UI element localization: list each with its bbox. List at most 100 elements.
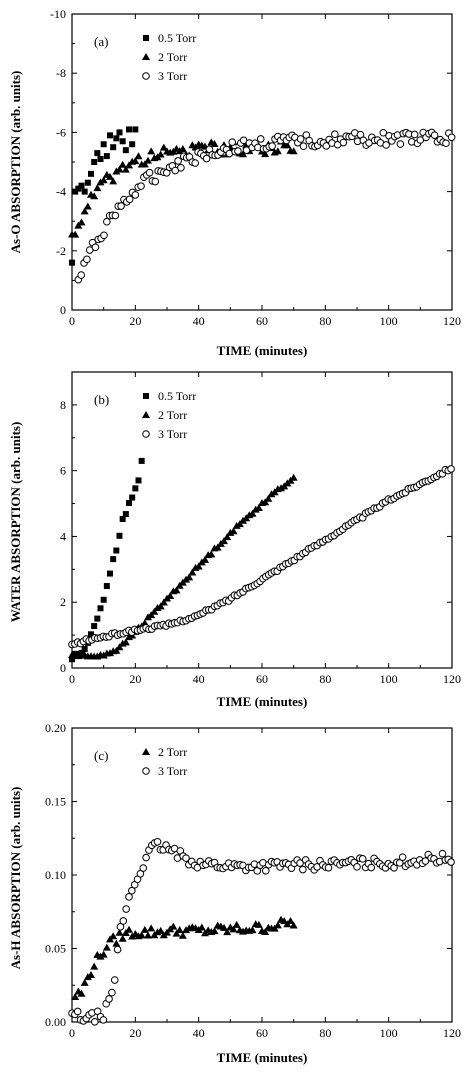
data-point xyxy=(72,188,79,195)
data-point xyxy=(169,922,178,930)
data-point xyxy=(100,231,108,240)
y-tick-label: -8 xyxy=(56,66,66,80)
data-point xyxy=(88,631,94,638)
data-point xyxy=(229,527,238,535)
data-point xyxy=(99,176,108,184)
data-point xyxy=(144,156,152,164)
data-point xyxy=(172,586,181,594)
legend-marker xyxy=(142,430,150,438)
x-tick-label: 120 xyxy=(443,1026,461,1040)
data-point xyxy=(116,923,125,931)
x-tick-label: 0 xyxy=(69,672,75,686)
data-point xyxy=(69,259,75,266)
data-point xyxy=(296,135,305,143)
data-point xyxy=(447,858,455,866)
data-point xyxy=(175,926,184,934)
data-point xyxy=(210,139,219,147)
data-point xyxy=(77,271,85,279)
legend-marker xyxy=(143,393,149,399)
data-point xyxy=(438,849,447,858)
y-tick-label: -6 xyxy=(56,125,66,139)
data-point xyxy=(99,950,108,958)
data-point xyxy=(90,192,99,200)
data-point xyxy=(115,928,124,936)
legend-marker xyxy=(142,53,150,60)
data-point xyxy=(264,494,273,502)
data-point xyxy=(99,651,108,659)
series-2-torr xyxy=(71,915,298,1000)
data-point xyxy=(91,1017,99,1026)
data-point xyxy=(115,165,124,173)
plot-frame xyxy=(71,371,453,669)
panel-b: 0 20 40 60 80 100 120 0 2 4 6 8 TIME (minutes) WATER … xyxy=(8,371,461,709)
data-point xyxy=(339,138,348,147)
data-point xyxy=(83,255,91,264)
data-point xyxy=(71,992,80,1000)
data-point xyxy=(228,138,237,146)
y-tick-label: 8 xyxy=(60,398,66,412)
data-point xyxy=(185,573,194,581)
data-point xyxy=(358,855,367,863)
series-3-torr xyxy=(74,128,456,284)
y-tick-label: 2 xyxy=(60,595,66,609)
data-point xyxy=(396,140,405,148)
y-tick-label: 6 xyxy=(60,464,66,478)
data-point xyxy=(382,141,390,149)
y-tick-label: 0.15 xyxy=(45,795,66,809)
data-point xyxy=(144,931,152,939)
data-point xyxy=(103,217,111,226)
legend-label: 3 Torr xyxy=(158,427,187,441)
legend-label: 2 Torr xyxy=(158,745,187,759)
data-point xyxy=(232,920,241,928)
x-tick-label: 80 xyxy=(319,1026,331,1040)
x-tick-label: 0 xyxy=(69,314,75,328)
data-point xyxy=(430,131,439,139)
data-point xyxy=(283,141,292,149)
data-point xyxy=(254,503,263,511)
data-point xyxy=(129,494,136,501)
data-point xyxy=(125,925,133,933)
x-tick-label: 100 xyxy=(380,314,398,328)
x-tick-label: 20 xyxy=(129,314,141,328)
data-point xyxy=(410,130,419,139)
x-axis-title: TIME (minutes) xyxy=(217,694,308,709)
x-tick-label: 40 xyxy=(193,1026,205,1040)
y-tick-label: -4 xyxy=(56,185,66,199)
data-point xyxy=(254,920,263,928)
legend-marker xyxy=(143,35,149,41)
panel-label: (b) xyxy=(94,392,109,407)
data-point xyxy=(75,185,82,192)
data-point xyxy=(80,978,89,986)
data-point xyxy=(140,160,149,168)
data-point xyxy=(106,649,114,657)
data-point xyxy=(159,598,168,606)
data-point xyxy=(147,147,156,155)
data-point xyxy=(93,184,102,192)
panel-label: (a) xyxy=(94,34,108,49)
data-point xyxy=(353,863,361,871)
data-point xyxy=(324,863,333,872)
data-point xyxy=(299,142,308,151)
panel-c: 0 20 40 60 80 100 120 0.00 0.05 0.10 0.15 0.20 TIME … xyxy=(8,721,461,1065)
y-axis-title: As-O ABSORPTION (arb. units) xyxy=(8,71,23,254)
data-point xyxy=(289,921,298,929)
data-point xyxy=(113,135,120,142)
data-point xyxy=(137,931,146,939)
data-point xyxy=(113,547,120,554)
data-point xyxy=(197,923,206,931)
x-tick-label: 0 xyxy=(69,1026,75,1040)
data-point xyxy=(273,921,282,929)
x-axis-title: TIME (minutes) xyxy=(217,1050,308,1065)
data-point xyxy=(147,924,156,932)
data-point xyxy=(177,163,185,172)
data-point xyxy=(109,177,118,185)
data-point xyxy=(296,859,304,867)
data-point xyxy=(88,170,94,177)
data-point xyxy=(194,562,203,570)
data-point xyxy=(248,926,257,934)
data-point xyxy=(201,555,209,563)
data-point xyxy=(220,923,228,931)
data-point xyxy=(229,925,238,933)
data-point xyxy=(81,188,88,195)
